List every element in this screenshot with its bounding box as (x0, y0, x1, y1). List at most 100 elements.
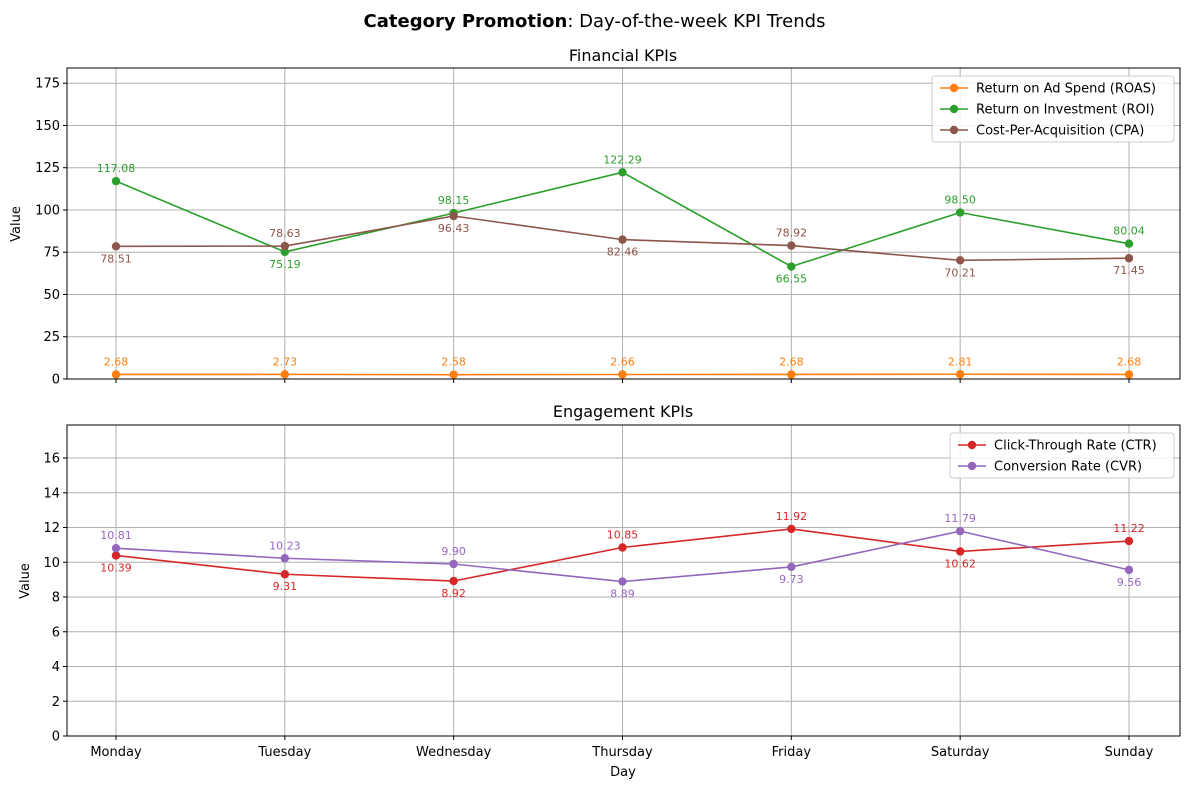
data-label: 2.68 (104, 355, 129, 368)
x-tick-label: Saturday (931, 745, 990, 760)
legend-label: Cost-Per-Acquisition (CPA) (976, 124, 1144, 139)
y-tick-label: 75 (43, 246, 60, 261)
data-point (280, 554, 290, 563)
y-tick-label: 175 (35, 77, 60, 92)
x-tick-label: Thursday (591, 745, 653, 760)
data-point (787, 262, 796, 271)
legend-label: Return on Ad Spend (ROAS) (976, 82, 1156, 97)
data-label: 98.50 (944, 194, 976, 207)
data-label: 9.31 (273, 580, 298, 593)
data-label: 9.56 (1117, 576, 1142, 589)
y-tick-label: 8 (52, 591, 60, 606)
y-tick-label: 150 (35, 119, 60, 134)
y-tick-label: 10 (43, 556, 60, 571)
legend-entry: Conversion Rate (CVR) (958, 460, 1142, 475)
financial-axes-frame (66, 67, 1181, 380)
data-label: 96.43 (438, 222, 470, 235)
data-label: 78.92 (776, 227, 808, 240)
data-point (955, 526, 965, 536)
data-label: 10.39 (100, 561, 132, 574)
data-point (1124, 370, 1134, 379)
data-point (111, 551, 121, 560)
financial-legend: Return on Ad Spend (ROAS) Return on Inves… (931, 75, 1175, 143)
legend-marker (949, 83, 959, 93)
data-label: 98.15 (438, 194, 470, 207)
data-point (111, 370, 121, 379)
data-label: 117.08 (97, 162, 136, 175)
series-conversion-rate-cvr: 10.81 10.23 9.90 8.89 9.73 11.79 9.56 (100, 512, 1141, 600)
data-point (1124, 536, 1134, 546)
financial-kpis-title: Financial KPIs (569, 46, 677, 65)
data-label: 11.79 (944, 512, 976, 525)
legend-label: Conversion Rate (CVR) (994, 460, 1142, 475)
engagement-kpis-xlabel: Day (610, 765, 636, 780)
legend-box (949, 432, 1175, 479)
data-label: 82.46 (607, 246, 639, 259)
data-point (787, 524, 796, 534)
data-point (111, 242, 121, 251)
y-tick-label: 2 (52, 695, 60, 710)
x-tick-label: Tuesday (257, 745, 311, 760)
data-label: 9.90 (441, 545, 466, 558)
data-point (111, 176, 121, 186)
data-point (280, 570, 290, 579)
data-label: 11.22 (1113, 522, 1145, 535)
data-label: 122.29 (603, 153, 642, 166)
legend-label: Return on Investment (ROI) (976, 103, 1155, 118)
financial-kpis-ylabel: Value (9, 206, 24, 242)
data-label: 2.66 (610, 356, 635, 369)
data-label: 80.04 (1113, 225, 1145, 238)
financial-kpis-panel: Financial KPIs Value 0 25 50 75 100 125 150 175… (9, 46, 1181, 388)
data-label: 75.19 (269, 258, 301, 271)
data-point (955, 547, 965, 556)
x-tick-label: Monday (90, 745, 142, 760)
figure-title-bold: Category Promotion (364, 11, 568, 32)
data-label: 10.23 (269, 539, 301, 552)
data-point (787, 370, 796, 379)
data-label: 71.45 (1113, 264, 1145, 277)
series-return-on-investment-roi: 117.08 75.19 98.15 122.29 66.55 98.50 80.04 (97, 153, 1145, 285)
figure-title: Category Promotion: Day-of-the-week KPI … (364, 11, 826, 32)
data-point (280, 370, 290, 379)
engagement-legend: Click-Through Rate (CTR) Conversion Rate … (949, 432, 1175, 479)
engagement-axes-frame (66, 424, 1181, 737)
y-tick-label: 4 (52, 660, 60, 675)
y-tick-label: 25 (43, 330, 60, 345)
engagement-kpis-ylabel: Value (18, 563, 33, 599)
y-tick-label: 0 (52, 730, 60, 745)
legend-entry: Return on Investment (ROI) (940, 103, 1155, 118)
data-point (955, 370, 965, 379)
data-label: 2.68 (1117, 355, 1142, 368)
series-click-through-rate-ctr: 10.39 9.31 8.92 10.85 11.92 10.62 11.22 (100, 510, 1145, 600)
series-return-on-ad-spend-roas: 2.68 2.73 2.58 2.66 2.68 2.81 2.68 (104, 355, 1142, 379)
y-tick-label: 125 (35, 161, 60, 176)
series-cost-per-acquisition-cpa: 78.51 78.63 96.43 82.46 78.92 70.21 71.45 (100, 211, 1145, 279)
data-point (280, 241, 290, 251)
y-tick-label: 100 (35, 203, 60, 218)
data-point (618, 168, 627, 177)
data-point (618, 235, 627, 244)
data-label: 9.73 (779, 573, 804, 586)
data-point (449, 559, 458, 569)
y-tick-label: 16 (43, 452, 60, 467)
data-point (1124, 254, 1134, 263)
data-point (618, 370, 627, 379)
data-point (280, 247, 290, 257)
x-tick-label: Friday (772, 745, 812, 760)
legend-marker (949, 104, 959, 114)
data-label: 2.58 (441, 356, 466, 369)
legend-marker (949, 125, 959, 135)
data-point (955, 208, 965, 217)
data-point (1124, 565, 1134, 575)
data-label: 10.85 (607, 528, 639, 541)
legend-box (931, 75, 1175, 143)
data-point (787, 562, 796, 572)
legend-marker (967, 440, 977, 450)
data-label: 11.92 (776, 510, 808, 523)
y-tick-label: 6 (52, 625, 60, 640)
data-label: 78.63 (269, 227, 301, 240)
data-point (618, 577, 627, 586)
data-label: 8.92 (441, 587, 466, 600)
data-point (449, 576, 458, 586)
